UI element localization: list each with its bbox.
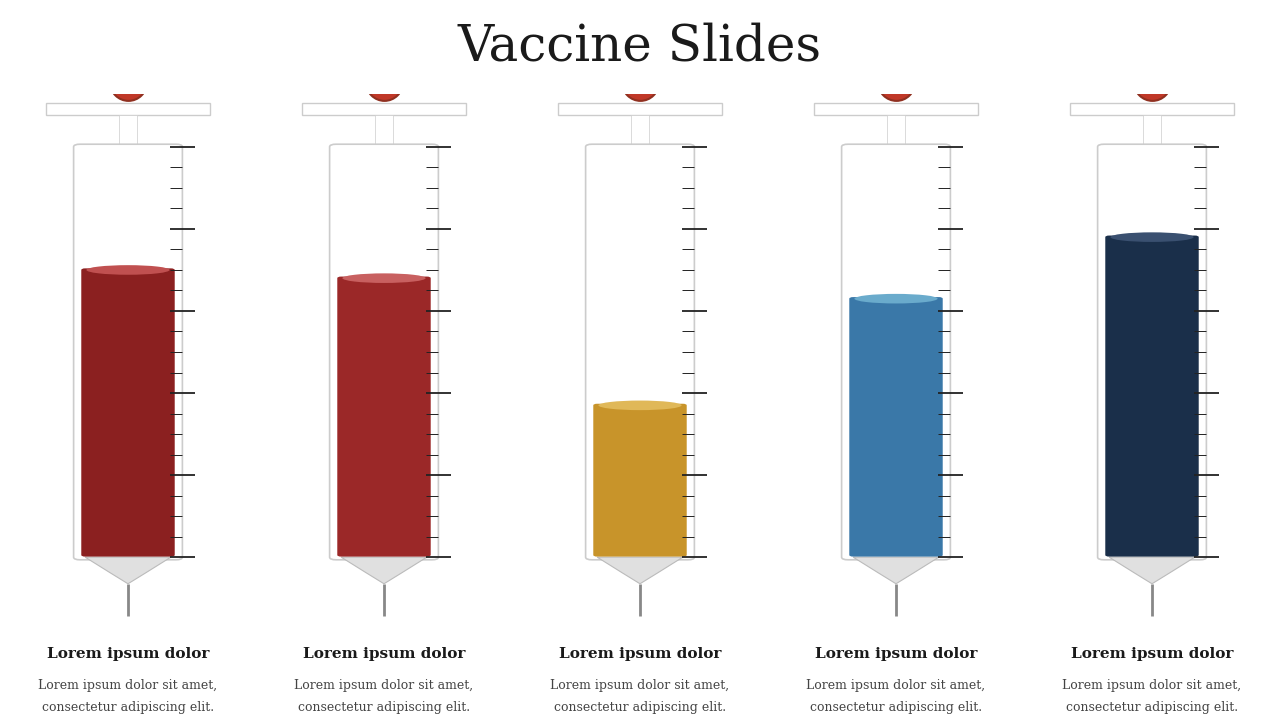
FancyBboxPatch shape	[1070, 103, 1234, 115]
Text: consectetur adipiscing elit.: consectetur adipiscing elit.	[42, 701, 214, 714]
Point	[105, 66, 125, 78]
FancyBboxPatch shape	[1098, 144, 1207, 560]
Text: consectetur adipiscing elit.: consectetur adipiscing elit.	[810, 701, 982, 714]
Point	[617, 66, 637, 78]
Text: consectetur adipiscing elit.: consectetur adipiscing elit.	[298, 701, 470, 714]
FancyBboxPatch shape	[850, 297, 942, 557]
Point	[361, 66, 381, 78]
Text: D: D	[888, 73, 904, 91]
Polygon shape	[84, 557, 172, 584]
Text: Lorem ipsum dolor: Lorem ipsum dolor	[815, 647, 977, 661]
FancyBboxPatch shape	[330, 144, 438, 560]
Point	[118, 76, 138, 88]
Point	[630, 76, 650, 88]
Text: Lorem ipsum dolor sit amet,: Lorem ipsum dolor sit amet,	[550, 679, 730, 692]
Text: Lorem ipsum dolor: Lorem ipsum dolor	[303, 647, 465, 661]
Text: Vaccine Slides: Vaccine Slides	[458, 22, 822, 71]
Bar	[119, 115, 137, 147]
Bar	[1143, 115, 1161, 147]
Point	[873, 66, 893, 78]
Bar	[887, 115, 905, 147]
Ellipse shape	[343, 274, 425, 283]
Point	[374, 76, 394, 88]
Point	[1142, 76, 1162, 88]
Text: Lorem ipsum dolor: Lorem ipsum dolor	[47, 647, 209, 661]
Point	[1129, 66, 1149, 78]
Bar	[631, 115, 649, 147]
Text: Lorem ipsum dolor sit amet,: Lorem ipsum dolor sit amet,	[38, 679, 218, 692]
Text: 78%: 78%	[1019, 217, 1073, 236]
Polygon shape	[596, 557, 684, 584]
Text: A: A	[122, 73, 134, 91]
Ellipse shape	[599, 400, 682, 410]
FancyBboxPatch shape	[1106, 235, 1199, 557]
Text: Lorem ipsum dolor: Lorem ipsum dolor	[1071, 647, 1233, 661]
Text: Lorem ipsum dolor sit amet,: Lorem ipsum dolor sit amet,	[294, 679, 474, 692]
Ellipse shape	[1111, 233, 1193, 242]
Bar	[375, 115, 393, 147]
Text: Lorem ipsum dolor sit amet,: Lorem ipsum dolor sit amet,	[806, 679, 986, 692]
Text: Lorem ipsum dolor: Lorem ipsum dolor	[559, 647, 721, 661]
Text: consectetur adipiscing elit.: consectetur adipiscing elit.	[1066, 701, 1238, 714]
Text: 37%: 37%	[507, 384, 561, 405]
FancyBboxPatch shape	[302, 103, 466, 115]
Text: consectetur adipiscing elit.: consectetur adipiscing elit.	[554, 701, 726, 714]
FancyBboxPatch shape	[586, 144, 694, 560]
Text: 63%: 63%	[763, 278, 817, 298]
FancyBboxPatch shape	[594, 404, 687, 557]
FancyBboxPatch shape	[558, 103, 722, 115]
FancyBboxPatch shape	[74, 144, 182, 560]
FancyBboxPatch shape	[46, 103, 210, 115]
Point	[886, 76, 906, 88]
Text: 70%: 70%	[0, 249, 49, 269]
FancyBboxPatch shape	[338, 276, 430, 557]
Polygon shape	[340, 557, 426, 584]
Polygon shape	[1110, 557, 1196, 584]
FancyBboxPatch shape	[814, 103, 978, 115]
Text: Lorem ipsum dolor sit amet,: Lorem ipsum dolor sit amet,	[1062, 679, 1242, 692]
Polygon shape	[854, 557, 938, 584]
Text: B: B	[376, 73, 392, 91]
Text: C: C	[632, 73, 648, 91]
Text: E: E	[1146, 73, 1158, 91]
FancyBboxPatch shape	[82, 269, 175, 557]
Text: 68%: 68%	[251, 258, 305, 277]
Ellipse shape	[855, 294, 937, 303]
FancyBboxPatch shape	[842, 144, 950, 560]
Ellipse shape	[87, 265, 169, 275]
